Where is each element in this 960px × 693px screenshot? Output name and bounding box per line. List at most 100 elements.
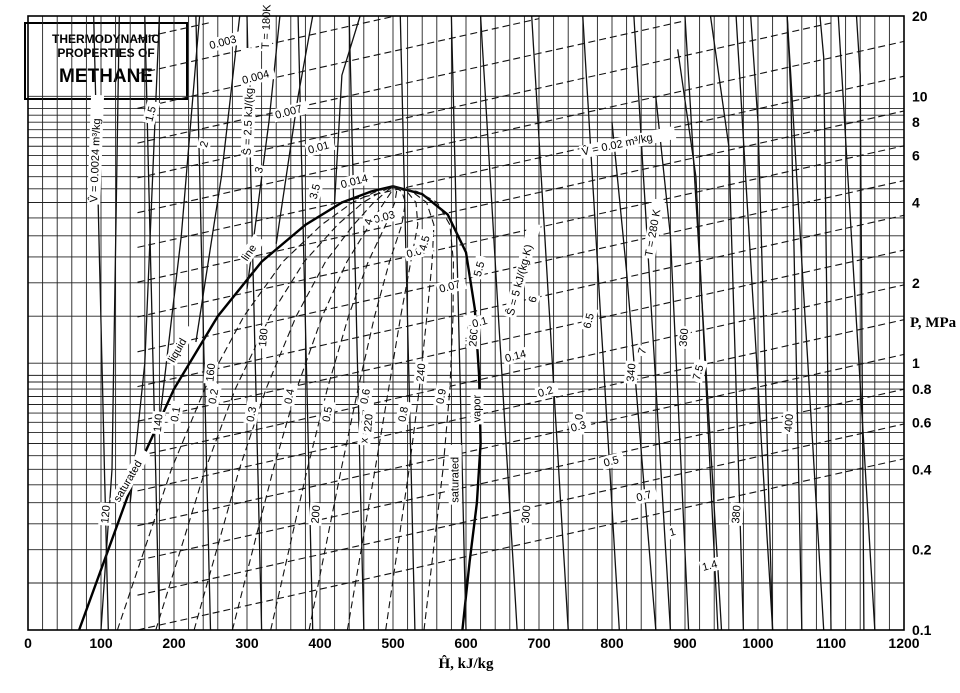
- isochore-line: [137, 40, 905, 214]
- y-tick-label: 0.8: [912, 381, 932, 397]
- isochore-line: [137, 284, 905, 457]
- isentrope-label: 5.5: [472, 260, 488, 278]
- isotherm-line: [750, 15, 774, 631]
- isochore-label: 0.03: [372, 209, 396, 226]
- saturated-liquid-label-2: liquid: [166, 336, 189, 364]
- isentrope-label: 7: [636, 347, 649, 356]
- quality-line: [155, 185, 394, 631]
- isotherm-line: [709, 15, 745, 631]
- isotherm-label: 120: [99, 505, 113, 524]
- quality-label: 0.4: [283, 388, 297, 405]
- isotherm-label-bg: [728, 502, 744, 527]
- quality-label: 0.8: [397, 406, 411, 423]
- isochore-label-group: 0.01: [304, 137, 336, 158]
- isochore-label-group: 0.2: [534, 382, 560, 401]
- isentrope-line: [531, 15, 569, 631]
- isochore-label-group: 0.003: [205, 31, 244, 53]
- isotherm-label-group: 260: [466, 325, 481, 350]
- isochore-label-group: 0.7: [632, 486, 659, 505]
- quality-label: 0.9: [435, 388, 449, 405]
- chart-title-line-1: THERMODYNAMIC: [52, 32, 160, 46]
- isochore-label: 0.003: [208, 33, 238, 52]
- isochore-label-group: 1.4: [698, 556, 724, 575]
- x-tick-label: 400: [308, 635, 332, 651]
- isochore-label-group: 0.14: [501, 345, 533, 366]
- isochore-label-group: 0.3: [567, 416, 593, 436]
- isochore-label-group: 1: [665, 524, 680, 540]
- isentrope-label-group: 1.5: [141, 99, 161, 125]
- quality-label-bg: [395, 400, 412, 425]
- isochore-label-bg: [567, 416, 593, 436]
- isochore-label: 0.3: [570, 419, 588, 435]
- isentrope-line: [195, 15, 212, 631]
- isochore-label-group: 0.1: [468, 312, 494, 332]
- y-tick-label: 0.2: [912, 542, 932, 558]
- isochore-label-bg: [665, 524, 680, 540]
- y-tick-label: 8: [912, 114, 920, 130]
- isochore-line: [137, 21, 211, 40]
- s-5-label-bg: [503, 221, 541, 319]
- isochore-label-group: 0.007: [271, 100, 309, 123]
- isentrope-label-bg: [306, 177, 325, 203]
- isotherm-label: 300: [520, 505, 534, 524]
- t-180k-label-group: T = 180K: [258, 0, 274, 52]
- isotherm-label-bg: [203, 360, 219, 385]
- isotherm-line: [275, 15, 314, 244]
- y-tick-label: 1: [912, 355, 920, 371]
- isotherm-label: 360: [678, 328, 692, 347]
- quality-label-bg: [243, 400, 261, 425]
- isochore-label-bg: [304, 137, 336, 158]
- quality-label-bg: [205, 382, 223, 407]
- quality-label-bg: [281, 382, 299, 407]
- isentrope-label: 7.5: [691, 364, 707, 382]
- x-axis-title: Ĥ, kJ/kg: [438, 655, 494, 672]
- quality-line: [270, 185, 398, 631]
- isentrope-line: [479, 15, 518, 631]
- v-0.0024-label-group: V̂ = 0.0024 m³/kg: [86, 94, 105, 205]
- isentrope-line: [399, 15, 416, 631]
- isochore-label: 0.007: [274, 103, 304, 122]
- x-tick-label: 1100: [816, 635, 847, 651]
- isochore-label: 1: [668, 526, 677, 539]
- isentrope-label: 4: [362, 217, 375, 226]
- isochore-label: 0.2: [537, 384, 555, 400]
- isotherm-label-group: 340: [623, 360, 639, 385]
- isochore-line: [137, 110, 905, 283]
- isentrope-label: 3: [253, 166, 266, 175]
- isochore-label-group: 0.5: [600, 451, 626, 471]
- isotherm-label-bg: [466, 325, 481, 350]
- quality-label: 0.6: [359, 388, 373, 405]
- t-180k-label: T = 180K: [260, 4, 274, 50]
- isochore-line: [137, 22, 832, 179]
- quality-line: [346, 185, 419, 631]
- isentrope-label: 6.5: [581, 312, 597, 330]
- isentrope-label-bg: [251, 163, 267, 177]
- x-tick-labels: 0 100 200 300 400 500 600 700 800 900 1000 1100 1200: [24, 635, 920, 651]
- isochore-label-bg: [271, 100, 309, 123]
- isotherm-label-group: 120: [98, 502, 114, 527]
- isotherm-label-bg: [623, 360, 639, 385]
- quality-label: 0.5: [321, 406, 335, 423]
- isentrope-line: [837, 15, 876, 631]
- saturated-vapor-label-bg: [448, 444, 462, 505]
- y-tick-label: 4: [912, 195, 920, 211]
- isentrope-line: [633, 15, 672, 631]
- s-5-label: Ŝ = 5 kJ/(kg·K): [504, 243, 535, 317]
- isotherm-label-group: 240: [413, 360, 429, 385]
- isotherm-label: 200: [310, 505, 324, 524]
- isentrope-label-bg: [525, 292, 541, 306]
- isotherm-line: [819, 15, 832, 631]
- isotherm-label-group: 380: [728, 502, 744, 527]
- v-0.0024-label-bg: [87, 94, 105, 205]
- quality-label-group: 0.9: [433, 382, 450, 407]
- quality-label-group: 0.6: [357, 382, 374, 407]
- x-tick-label: 700: [527, 635, 551, 651]
- isochore-label-bg: [600, 451, 626, 471]
- isochore-label: 1.4: [701, 558, 719, 574]
- isochore-line: [137, 353, 905, 527]
- plot-frame: [27, 15, 905, 631]
- isochore-line: [137, 388, 905, 561]
- y-tick-label: 0.6: [912, 414, 932, 430]
- saturated-liquid-line: [77, 185, 394, 631]
